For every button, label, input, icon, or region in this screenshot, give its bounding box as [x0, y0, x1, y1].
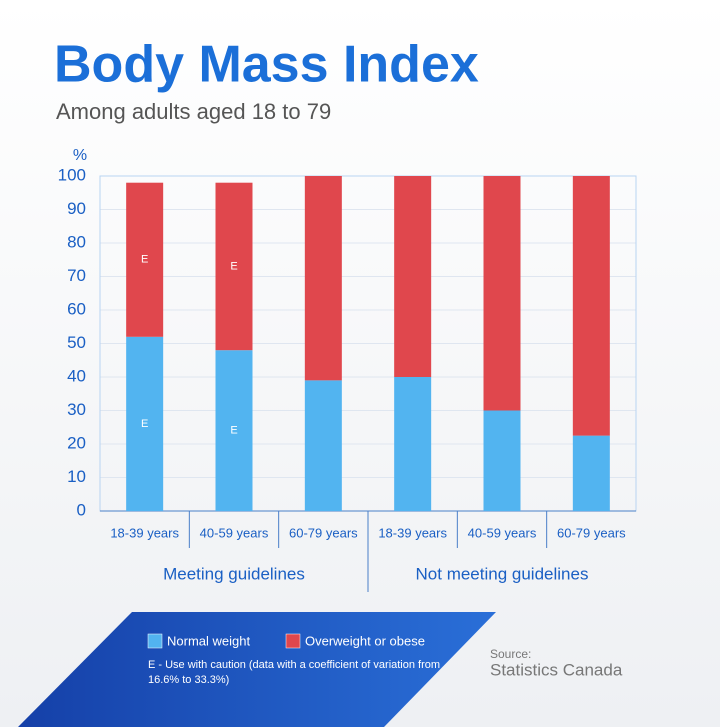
footnote: E - Use with caution (data with a coeffi…: [148, 659, 441, 686]
y-axis-label: %: [73, 147, 87, 164]
y-tick-label: 0: [77, 500, 86, 519]
group-label: Not meeting guidelines: [416, 564, 589, 583]
bar-segment: [126, 182, 164, 337]
y-tick-label: 30: [67, 400, 86, 419]
bar-segment: [126, 336, 164, 511]
legend-swatch: [147, 633, 163, 649]
value-note: E: [141, 254, 148, 266]
source: Statistics Canada: [490, 660, 623, 679]
legend-label: Overweight or obese: [305, 633, 425, 648]
legend-label: Normal weight: [167, 633, 250, 648]
x-tick-label: 18-39 years: [110, 525, 179, 540]
y-tick-label: 70: [67, 266, 86, 285]
legend-panel: [18, 612, 496, 727]
y-tick-label: 60: [67, 299, 86, 318]
bar-segment: [304, 176, 342, 381]
bar-segment: [215, 182, 253, 351]
value-note: E: [141, 418, 148, 430]
bar-segment: [215, 350, 253, 511]
x-tick-label: 60-79 years: [289, 525, 358, 540]
bar-segment: [572, 435, 610, 511]
bar-segment: [394, 176, 432, 377]
y-tick-label: 20: [67, 433, 86, 452]
y-tick-label: 50: [67, 333, 86, 352]
bar-segment: [304, 380, 342, 511]
bar-segment: [572, 176, 610, 436]
chart-subtitle: Among adults aged 18 to 79: [56, 99, 331, 124]
source-label: Source:: [490, 647, 531, 661]
y-tick-label: 100: [58, 165, 86, 184]
value-note: E: [230, 425, 237, 437]
y-tick-label: 40: [67, 366, 86, 385]
x-tick-label: 18-39 years: [378, 525, 447, 540]
value-note: E: [230, 260, 237, 272]
x-tick-label: 60-79 years: [557, 525, 626, 540]
chart-title: Body Mass Index: [54, 36, 479, 94]
y-tick-label: 10: [67, 467, 86, 486]
bar-segment: [483, 410, 521, 511]
x-tick-label: 40-59 years: [468, 525, 537, 540]
group-label: Meeting guidelines: [163, 564, 305, 583]
bar-segment: [394, 377, 432, 511]
legend-swatch: [285, 633, 301, 649]
bar-segment: [483, 176, 521, 411]
x-tick-label: 40-59 years: [200, 525, 269, 540]
y-tick-label: 90: [67, 199, 86, 218]
y-tick-label: 80: [67, 232, 86, 251]
